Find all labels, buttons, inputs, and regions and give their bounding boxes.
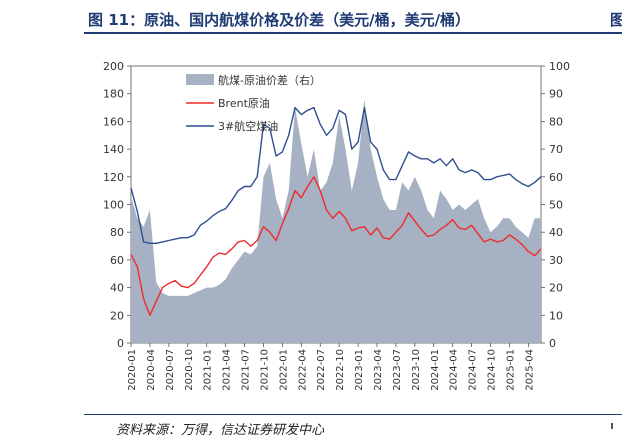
x-tick-label: 2023-10	[411, 349, 422, 391]
x-tick-label: 2023-01	[354, 349, 365, 391]
x-tick-label: 2023-07	[392, 349, 403, 391]
x-tick-label: 2021-01	[203, 349, 214, 391]
left-tick-label: 140	[103, 143, 124, 156]
right-axis: 0 10 20 30 40 50 60 70 80 90 100	[541, 60, 570, 350]
x-axis: 2020-01 2020-04 2020-07 2020-10 2021-01 2021-…	[127, 343, 535, 391]
legend: 航煤-原油价差（右） Brent原油 3#航空煤油	[186, 73, 321, 133]
source-divider	[84, 414, 622, 415]
spread-area	[131, 99, 541, 343]
left-tick-label: 0	[117, 337, 124, 350]
left-axis: 0 20 40 60 80 100 120 140 160 180 200	[103, 60, 131, 350]
plot-area	[130, 65, 542, 344]
right-tick-label: 20	[549, 282, 563, 295]
left-tick-label: 80	[110, 226, 124, 239]
title-divider	[84, 32, 622, 34]
next-figure-glyph: 图	[610, 11, 622, 29]
left-tick-label: 160	[103, 115, 124, 128]
x-tick-label: 2024-01	[430, 349, 441, 391]
legend-label: 3#航空煤油	[218, 119, 278, 133]
chart-canvas: 0 20 40 60 80 100 120 140 160 180 200 0 10 20 30 40 50 6…	[103, 60, 570, 391]
right-tick-label: 80	[549, 115, 563, 128]
x-tick-label: 2024-10	[487, 349, 498, 391]
x-tick-label: 2022-07	[316, 349, 327, 391]
x-tick-label: 2022-10	[335, 349, 346, 391]
right-tick-label: 60	[549, 171, 563, 184]
jet-fuel-line	[130, 106, 542, 244]
left-tick-label: 40	[110, 282, 124, 295]
source-note: 资料来源：万得，信达证券研发中心	[116, 423, 325, 438]
brent-line	[130, 176, 542, 316]
right-tick-label: 90	[549, 88, 563, 101]
right-tick-label: 40	[549, 226, 563, 239]
right-tick-label: 50	[549, 199, 563, 212]
x-tick-label: 2020-04	[146, 349, 157, 391]
left-tick-label: 200	[103, 60, 124, 73]
x-tick-label: 2024-07	[468, 349, 479, 391]
x-tick-label: 2020-07	[165, 349, 176, 391]
x-tick-label: 2020-01	[127, 349, 138, 391]
legend-label: Brent原油	[218, 96, 270, 110]
right-tick-label: 70	[549, 143, 563, 156]
x-tick-label: 2020-10	[184, 349, 195, 391]
x-tick-label: 2024-04	[449, 349, 460, 391]
legend-label: 航煤-原油价差（右）	[218, 73, 321, 87]
x-tick-label: 2025-01	[505, 349, 516, 391]
x-tick-label: 2025-04	[524, 349, 535, 391]
right-tick-label: 100	[549, 60, 570, 73]
chart-title: 图 11：原油、国内航煤价格及价差（美元/桶，美元/桶）	[88, 11, 471, 29]
x-tick-label: 2021-07	[241, 349, 252, 391]
legend-swatch-spread	[186, 74, 214, 85]
right-tick-label: 10	[549, 309, 563, 322]
x-tick-label: 2023-04	[373, 349, 384, 391]
x-tick-label: 2022-04	[297, 349, 308, 391]
edge-fragment	[611, 423, 613, 429]
left-tick-label: 180	[103, 88, 124, 101]
x-tick-label: 2021-10	[259, 349, 270, 391]
right-tick-label: 30	[549, 254, 563, 267]
x-tick-label: 2022-01	[278, 349, 289, 391]
right-tick-label: 0	[549, 337, 556, 350]
left-tick-label: 100	[103, 199, 124, 212]
x-tick-label: 2021-04	[222, 349, 233, 391]
left-tick-label: 20	[110, 309, 124, 322]
left-tick-label: 120	[103, 171, 124, 184]
left-tick-label: 60	[110, 254, 124, 267]
